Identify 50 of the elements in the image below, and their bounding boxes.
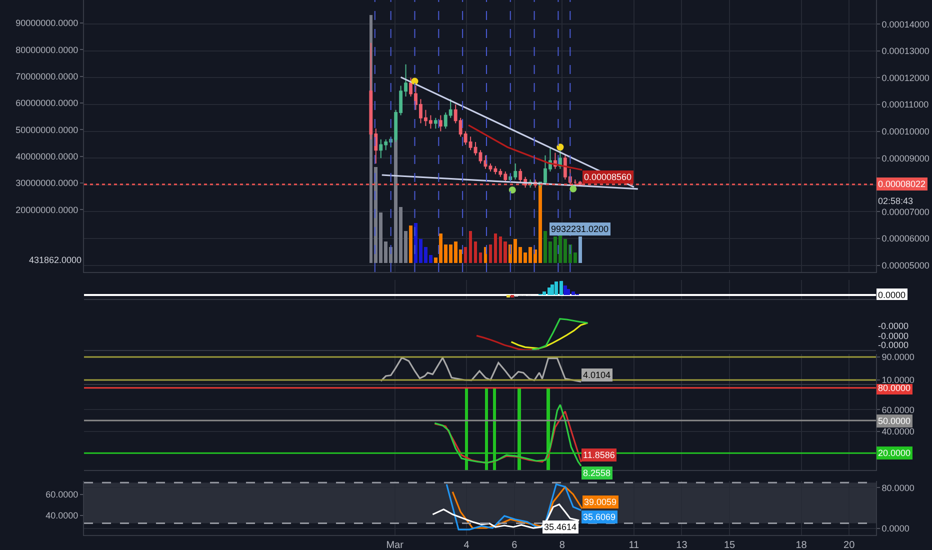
data-label: 39.0059	[584, 497, 617, 507]
y-tick-label: 0.00014000	[882, 19, 930, 30]
data-label: 8.2558	[583, 468, 611, 478]
y-tick-label: 60.0000	[882, 404, 914, 415]
y2-tick-label: 60000000.0000	[16, 98, 78, 108]
y-tick-label: 90.0000	[882, 352, 914, 362]
x-tick-label: 15	[724, 540, 736, 550]
data-label: 4.0104	[583, 370, 611, 380]
x-tick-label: 8	[559, 540, 566, 550]
x-tick-label: 6	[512, 540, 518, 550]
y-tick-label: 0.0000	[882, 523, 910, 534]
y2-tick-label: 60.0000	[46, 490, 78, 500]
y2-tick-label: 20000000.0000	[16, 204, 78, 215]
y-tick-label: 0.00005000	[882, 260, 930, 270]
y-tick-label: 40.0000	[882, 426, 914, 437]
y-tick-label: 0.00006000	[882, 234, 930, 244]
data-label: 35.6069	[583, 512, 616, 522]
data-label: 35.4614	[544, 522, 577, 532]
y-tick-label: 0.00013000	[882, 46, 930, 56]
y-tick-label: 80.0000	[882, 482, 914, 493]
text: -0.0000	[878, 321, 909, 331]
text: -0.0000	[878, 331, 909, 341]
y-tick-label: 0.00010000	[882, 126, 930, 136]
y2-tick-label: 40000000.0000	[16, 151, 78, 162]
y2-tick-label: 50000000.0000	[16, 124, 78, 135]
text: 431862.0000	[29, 255, 82, 265]
data-label: 0.00008560	[584, 172, 632, 182]
y2-tick-label: 80000000.0000	[16, 44, 78, 55]
x-tick-label: 20	[844, 540, 856, 550]
x-tick-label: 11	[628, 540, 640, 550]
x-tick-label: Mar	[386, 540, 404, 550]
x-tick-label: 13	[676, 540, 688, 550]
y-tick-label: 0.00009000	[882, 153, 930, 164]
ref-line-label: 20.0000	[878, 448, 911, 458]
x-tick-label: 18	[796, 540, 808, 550]
text: -0.0000	[878, 340, 909, 350]
y-tick-label: 10.0000	[882, 375, 914, 386]
y-tick-label: 0.00007000	[882, 206, 930, 217]
y-tick-label: 0.00011000	[882, 100, 929, 110]
x-tick-label: 4	[464, 540, 470, 550]
y2-tick-label: 30000000.0000	[16, 178, 78, 188]
text: 02:58:43	[878, 196, 914, 206]
ref-line-label: 0.00008022	[878, 179, 926, 189]
y2-tick-label: 90000000.0000	[16, 18, 78, 28]
ref-line-label: 50.0000	[878, 416, 911, 426]
y2-tick-label: 40.0000	[46, 510, 78, 521]
data-label: 11.8586	[583, 450, 615, 460]
y-tick-label: 0.00012000	[882, 72, 930, 83]
data-label: 9932231.0200	[551, 224, 609, 234]
y2-tick-label: 70000000.0000	[16, 71, 78, 82]
